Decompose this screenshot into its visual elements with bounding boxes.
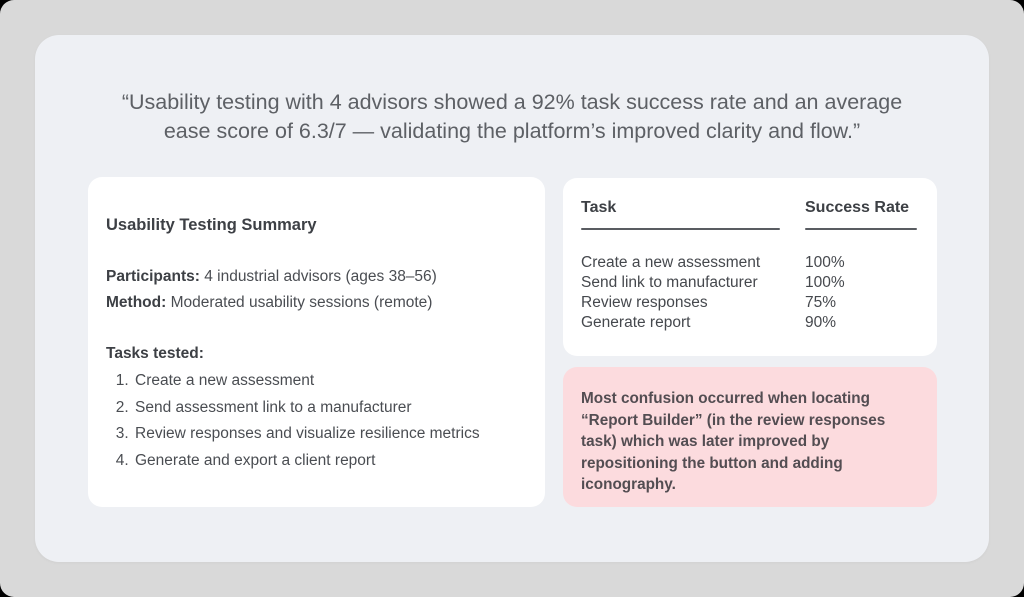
- table-row: Review responses 75%: [581, 293, 919, 313]
- task-item: Send assessment link to a manufacturer: [133, 395, 527, 422]
- results-table-card: Task Success Rate Create a new assessmen…: [563, 178, 937, 356]
- field-method: Method: Moderated usability sessions (re…: [106, 290, 527, 316]
- table-row: Generate report 90%: [581, 313, 919, 333]
- cell-task: Review responses: [581, 294, 708, 311]
- callout-text: Most confusion occurred when locating “R…: [581, 390, 886, 493]
- table-row: Create a new assessment 100%: [581, 253, 919, 273]
- field-method-label: Method:: [106, 294, 167, 311]
- task-item: Review responses and visualize resilienc…: [133, 421, 527, 448]
- cell-task: Generate report: [581, 314, 691, 331]
- cell-rate: 90%: [805, 314, 837, 331]
- results-table-body: Create a new assessment 100% Send link t…: [581, 253, 919, 333]
- table-row: Send link to manufacturer 100%: [581, 273, 919, 293]
- headline-quote: “Usability testing with 4 advisors showe…: [90, 88, 934, 145]
- header-underline-task: [581, 228, 780, 230]
- column-header-task: Task: [581, 199, 805, 230]
- content-panel: “Usability testing with 4 advisors showe…: [35, 35, 989, 562]
- task-item: Generate and export a client report: [133, 448, 527, 475]
- cell-task: Create a new assessment: [581, 254, 761, 271]
- tasks-heading: Tasks tested:: [106, 345, 204, 362]
- summary-card-title: Usability Testing Summary: [106, 216, 317, 234]
- task-item: Create a new assessment: [133, 368, 527, 395]
- summary-card: Usability Testing Summary Participants: …: [88, 177, 545, 507]
- cell-rate: 100%: [805, 274, 845, 291]
- summary-fields: Participants: 4 industrial advisors (age…: [106, 264, 527, 316]
- results-table-header: Task Success Rate: [581, 199, 919, 230]
- field-participants-value: 4 industrial advisors (ages 38–56): [204, 268, 437, 285]
- column-header-rate: Success Rate: [805, 199, 919, 230]
- cell-task: Send link to manufacturer: [581, 274, 758, 291]
- headline-line-1: “Usability testing with 4 advisors showe…: [121, 90, 903, 114]
- field-method-value: Moderated usability sessions (remote): [170, 294, 433, 311]
- header-underline-rate: [805, 228, 917, 230]
- field-participants: Participants: 4 industrial advisors (age…: [106, 264, 527, 290]
- column-header-task-label: Task: [581, 199, 617, 216]
- headline-line-2: ease score of 6.3/7 — validating the pla…: [163, 118, 861, 143]
- task-list: Create a new assessment Send assessment …: [133, 368, 527, 474]
- cell-rate: 75%: [805, 294, 837, 311]
- cell-rate: 100%: [805, 254, 845, 271]
- callout-note: Most confusion occurred when locating “R…: [563, 367, 937, 507]
- field-participants-label: Participants:: [106, 268, 200, 285]
- column-header-rate-label: Success Rate: [805, 199, 910, 216]
